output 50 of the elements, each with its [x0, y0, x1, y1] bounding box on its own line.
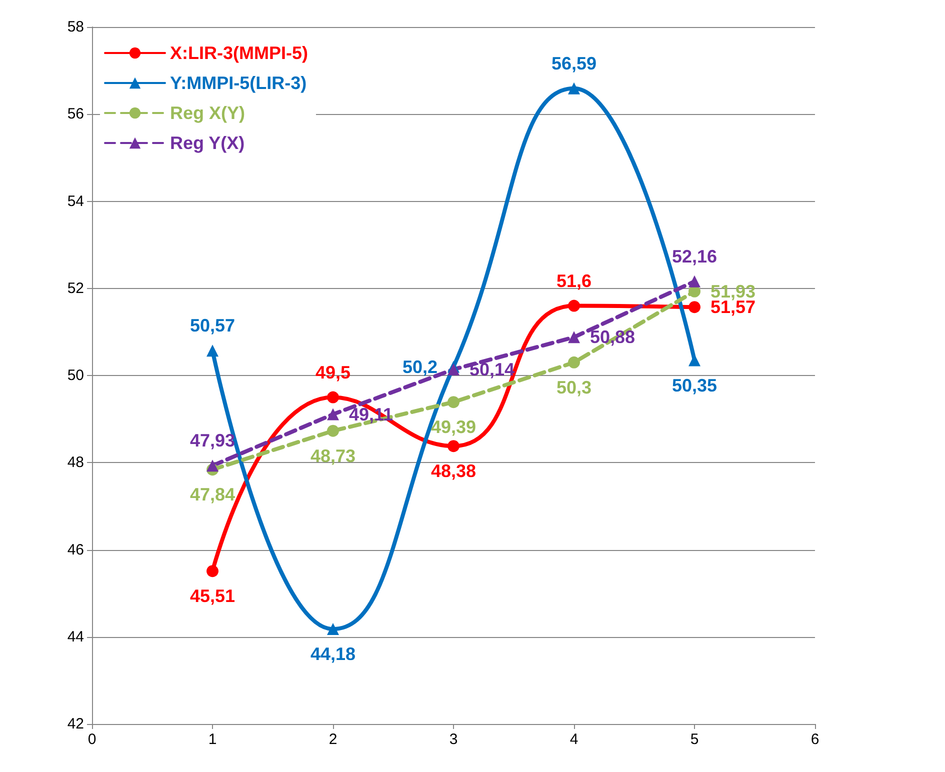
point [568, 356, 580, 368]
point [448, 440, 460, 452]
x-tick-label: 4 [570, 731, 578, 748]
point [448, 396, 460, 408]
x-tick-label: 0 [88, 731, 96, 748]
y-tick-label: 54 [67, 192, 84, 210]
point [327, 408, 339, 420]
data-label: 49,5 [315, 362, 351, 382]
data-label: 49,39 [430, 417, 476, 438]
point [327, 391, 339, 404]
point [206, 460, 218, 472]
point [327, 424, 339, 437]
point [206, 565, 218, 578]
data-label: 48,73 [310, 446, 356, 466]
y-tick-label: 42 [67, 716, 84, 732]
point [206, 344, 218, 357]
y-tick-label: 46 [67, 541, 84, 558]
data-label: 47,84 [190, 484, 236, 505]
point [448, 363, 460, 376]
legend-label: Reg X(Y) [170, 103, 246, 123]
x-tick-label: 6 [810, 731, 820, 748]
point [688, 275, 700, 288]
point [688, 301, 700, 314]
point [327, 623, 339, 636]
data-label: 50,35 [672, 375, 718, 396]
x-tick-label: 3 [449, 731, 458, 748]
x-tick-label: 1 [208, 731, 217, 748]
y-tick-label: 48 [67, 454, 84, 472]
data-label: 51,6 [556, 270, 592, 291]
data-label: 45,51 [190, 586, 236, 606]
data-label: 50,2 [402, 356, 438, 377]
x-tick-label: 5 [690, 731, 699, 748]
y-tick-label: 52 [67, 280, 84, 297]
data-label: 56,59 [551, 53, 597, 74]
point [568, 82, 580, 94]
legend-label: Y:MMPI-5(LIR-3) [170, 73, 307, 93]
data-label: 50,57 [190, 316, 236, 336]
y-tick-label: 44 [67, 628, 84, 646]
data-label: 52,16 [672, 246, 718, 266]
y-tick-label: 50 [67, 367, 84, 384]
data-label: 50,3 [556, 377, 592, 398]
data-label: 48,38 [430, 461, 476, 482]
point [568, 300, 580, 312]
x-tick-label: 2 [328, 731, 338, 748]
point [568, 331, 580, 344]
data-label: 44,18 [310, 644, 356, 664]
y-tick-label: 56 [67, 106, 84, 123]
legend-label: Reg Y(X) [170, 133, 245, 153]
y-tick-label: 58 [67, 18, 84, 36]
legend-label: X:LIR-3(MMPI-5) [170, 43, 308, 63]
